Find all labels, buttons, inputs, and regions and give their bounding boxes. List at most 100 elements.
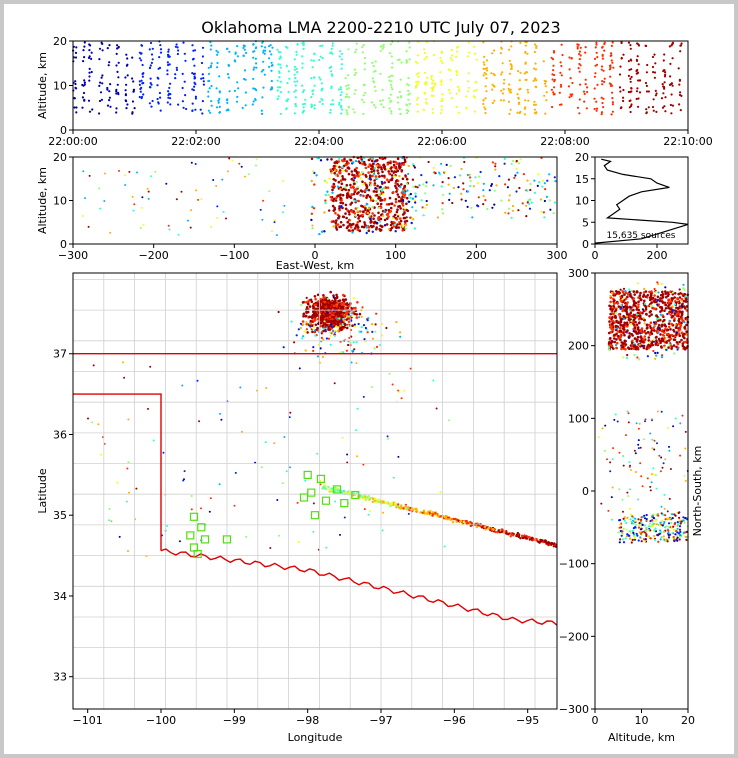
- source-point: [324, 201, 327, 205]
- source-point: [621, 298, 624, 301]
- source-point: [333, 206, 336, 210]
- source-point: [680, 305, 684, 308]
- source-point: [609, 75, 612, 78]
- source-point: [618, 291, 621, 295]
- source-point: [311, 170, 315, 173]
- source-point: [285, 470, 288, 473]
- source-point: [629, 532, 632, 535]
- source-point: [630, 296, 634, 299]
- source-point: [261, 112, 264, 115]
- source-point: [515, 190, 518, 193]
- source-point: [595, 109, 598, 112]
- source-point: [672, 425, 675, 428]
- source-point: [407, 93, 410, 96]
- source-point: [302, 44, 305, 47]
- source-point: [646, 355, 650, 358]
- source-point: [103, 172, 106, 175]
- source-point: [387, 208, 391, 212]
- source-point: [340, 91, 343, 94]
- lma-station: [222, 535, 232, 544]
- source-point: [640, 540, 643, 543]
- source-point: [396, 157, 400, 161]
- source-point: [678, 516, 681, 519]
- source-point: [664, 73, 667, 76]
- x-tick-label: −99: [223, 714, 246, 727]
- source-point: [189, 226, 192, 229]
- source-point: [333, 171, 337, 175]
- source-point: [356, 301, 359, 304]
- source-point: [339, 351, 342, 354]
- source-point: [644, 332, 648, 335]
- source-point: [403, 160, 407, 163]
- source-point: [327, 327, 330, 331]
- source-point: [245, 51, 248, 55]
- source-point: [383, 165, 387, 168]
- source-point: [240, 165, 243, 168]
- source-point: [281, 211, 284, 214]
- source-point: [596, 83, 599, 86]
- source-point: [516, 93, 519, 96]
- source-point: [551, 78, 554, 81]
- source-point: [131, 195, 134, 198]
- source-point: [634, 324, 637, 328]
- source-point: [643, 318, 646, 322]
- source-point: [369, 221, 373, 224]
- source-point: [251, 103, 254, 106]
- source-point: [313, 303, 317, 307]
- source-point: [364, 206, 367, 210]
- source-point: [647, 304, 650, 307]
- source-point: [338, 304, 341, 308]
- source-point: [331, 188, 334, 192]
- source-point: [471, 216, 474, 219]
- source-point: [411, 206, 414, 209]
- source-point: [354, 188, 358, 191]
- x-tick-label: −96: [443, 714, 466, 727]
- source-point: [193, 85, 196, 88]
- source-point: [485, 69, 489, 72]
- source-point: [359, 177, 362, 180]
- source-point: [389, 206, 393, 210]
- source-point: [409, 196, 412, 200]
- source-point: [682, 519, 685, 522]
- source-point: [381, 214, 385, 217]
- source-point: [132, 209, 135, 212]
- source-point: [320, 82, 323, 85]
- source-point: [508, 48, 511, 51]
- source-point: [316, 302, 320, 305]
- source-point: [332, 182, 336, 186]
- source-point: [632, 290, 636, 293]
- source-point: [659, 531, 663, 534]
- source-point: [327, 319, 330, 322]
- source-point: [441, 99, 444, 102]
- source-point: [671, 314, 675, 318]
- source-point: [403, 207, 406, 210]
- source-point: [361, 45, 364, 49]
- source-point: [668, 497, 671, 500]
- source-point: [450, 97, 454, 100]
- source-point: [524, 51, 527, 54]
- source-point: [517, 535, 520, 539]
- source-point: [406, 189, 409, 192]
- source-point: [354, 174, 358, 178]
- x-tick-label: 300: [547, 249, 568, 262]
- source-point: [644, 305, 648, 309]
- source-point: [616, 325, 619, 328]
- source-point: [436, 216, 439, 219]
- source-point: [353, 73, 356, 76]
- source-point: [637, 439, 640, 442]
- source-point: [683, 521, 686, 524]
- source-point: [252, 43, 255, 46]
- source-point: [460, 167, 463, 171]
- source-point: [584, 51, 587, 54]
- source-point: [683, 474, 686, 477]
- source-point: [682, 299, 686, 303]
- source-point: [320, 317, 324, 321]
- source-point: [297, 328, 300, 331]
- source-point: [479, 170, 482, 174]
- source-point: [601, 45, 604, 48]
- source-point: [371, 230, 374, 233]
- source-point: [632, 300, 636, 304]
- source-point: [341, 305, 344, 309]
- source-point: [338, 317, 341, 320]
- source-point: [661, 106, 665, 109]
